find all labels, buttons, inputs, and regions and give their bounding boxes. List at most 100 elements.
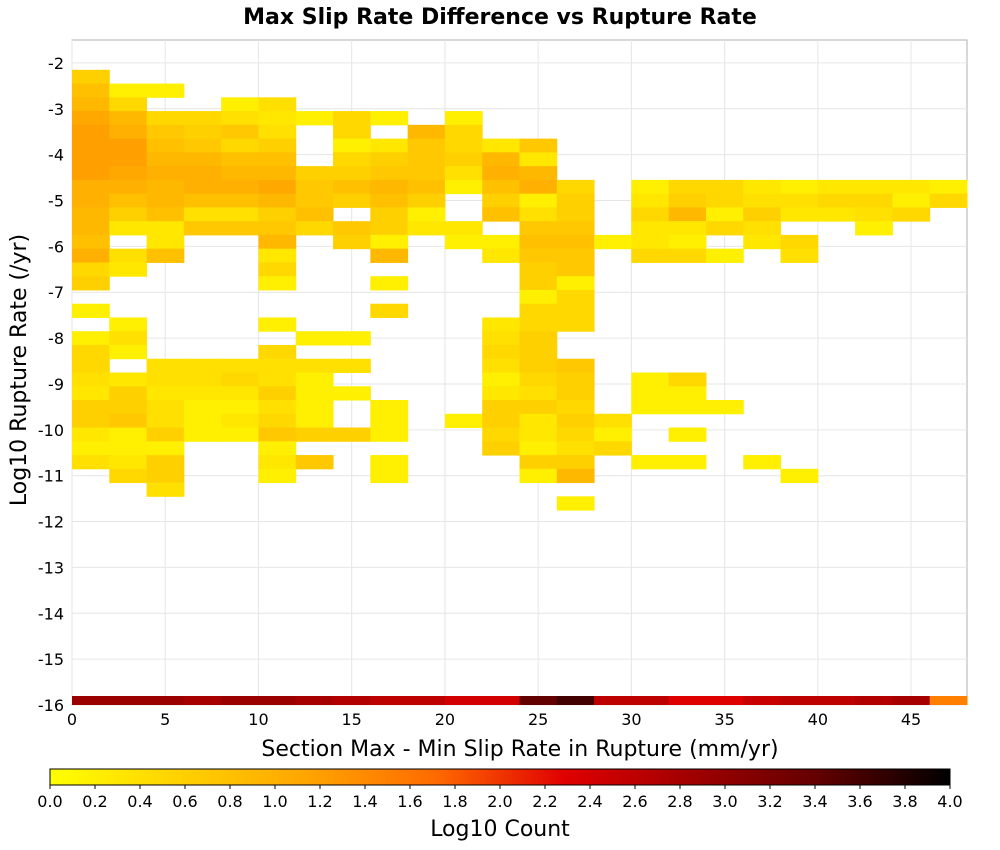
heatmap-cell: [370, 179, 409, 195]
heatmap-cell: [556, 234, 595, 250]
heatmap-cell: [631, 234, 670, 250]
heatmap-cell: [668, 455, 707, 470]
heatmap-cell: [519, 427, 558, 442]
heatmap-cell: [109, 111, 148, 126]
heatmap-cell: [258, 179, 297, 195]
heatmap-cell: [556, 496, 595, 511]
heatmap-cell: [705, 248, 744, 263]
heatmap-cell: [183, 152, 222, 167]
bottom-row-cell: [519, 696, 558, 705]
heatmap-cell: [258, 413, 297, 429]
y-tick-label: -5: [48, 192, 64, 211]
chart-title: Max Slip Rate Difference vs Rupture Rate: [243, 5, 757, 30]
heatmap-cell: [482, 193, 520, 208]
heatmap-cell: [109, 441, 148, 456]
heatmap-cell: [109, 248, 148, 263]
heatmap-cell: [444, 413, 483, 429]
heatmap-cell: [146, 455, 185, 470]
colorbar-tick-label: 2.6: [622, 792, 647, 811]
y-tick-label: -4: [48, 146, 64, 165]
bottom-row-cell: [146, 696, 185, 705]
heatmap-cell: [780, 179, 819, 195]
colorbar-tick-label: 1.2: [307, 792, 332, 811]
heatmap-cell: [146, 413, 185, 429]
heatmap-cell: [780, 248, 819, 263]
heatmap-cell: [221, 400, 259, 415]
heatmap-cell: [333, 234, 371, 250]
heatmap-cell: [295, 193, 334, 208]
heatmap-cell: [556, 441, 595, 456]
heatmap-cell: [519, 166, 558, 181]
heatmap-cell: [444, 111, 483, 126]
heatmap-cell: [370, 248, 409, 263]
heatmap-cell: [482, 372, 520, 387]
heatmap-cell: [72, 441, 110, 456]
heatmap-cell: [72, 166, 110, 181]
heatmap-cell: [258, 193, 297, 208]
heatmap-cell: [519, 331, 558, 346]
heatmap-cell: [72, 193, 110, 208]
heatmap-cell: [705, 179, 744, 195]
heatmap-cell: [444, 138, 483, 153]
heatmap-cell: [556, 427, 595, 442]
y-tick-label: -7: [48, 283, 64, 302]
heatmap-cell: [109, 344, 148, 360]
heatmap-cell: [109, 262, 148, 277]
heatmap-cell: [668, 193, 707, 208]
bottom-row-cell: [221, 696, 259, 705]
heatmap-cell: [519, 455, 558, 470]
heatmap-cell: [72, 455, 110, 470]
heatmap-cell: [892, 207, 931, 222]
heatmap-cell: [855, 179, 893, 195]
heatmap-cell: [556, 358, 595, 373]
heatmap-cell: [72, 221, 110, 236]
heatmap-cell: [743, 179, 782, 195]
heatmap-cell: [109, 97, 148, 112]
heatmap-cell: [444, 221, 483, 236]
heatmap-cell: [482, 344, 520, 360]
heatmap-cell: [258, 386, 297, 401]
heatmap-cell: [333, 221, 371, 236]
y-tick-label: -3: [48, 100, 64, 119]
heatmap-cell: [109, 427, 148, 442]
heatmap-cell: [668, 248, 707, 263]
colorbar-tick-label: 0.6: [172, 792, 197, 811]
heatmap-cell: [295, 427, 334, 442]
heatmap-cell: [72, 262, 110, 277]
bottom-row-cell: [407, 696, 446, 705]
heatmap-cell: [258, 276, 297, 291]
heatmap-cell: [668, 207, 707, 222]
bottom-row-cell: [594, 696, 632, 705]
colorbar-tick-label: 3.8: [892, 792, 917, 811]
heatmap-cell: [258, 344, 297, 360]
heatmap-cell: [221, 166, 259, 181]
heatmap-cell: [631, 372, 670, 387]
colorbar-tick-label: 3.0: [712, 792, 737, 811]
heatmap-cell: [929, 193, 968, 208]
heatmap-cell: [221, 179, 259, 195]
heatmap-cell: [146, 221, 185, 236]
bottom-row-cell: [892, 696, 931, 705]
heatmap-cell: [72, 152, 110, 167]
x-tick-label: 10: [248, 710, 268, 729]
x-tick-label: 5: [160, 710, 170, 729]
heatmap-cell: [183, 111, 222, 126]
heatmap-cell: [146, 468, 185, 484]
heatmap-cell: [109, 138, 148, 153]
heatmap-cell: [333, 152, 371, 167]
heatmap-cell: [221, 221, 259, 236]
heatmap-cell: [780, 234, 819, 250]
heatmap-cell: [556, 317, 595, 332]
heatmap-cell: [146, 152, 185, 167]
heatmap-cell: [258, 152, 297, 167]
heatmap-cell: [146, 427, 185, 442]
heatmap-cell: [407, 221, 446, 236]
heatmap-cell: [183, 386, 222, 401]
heatmap-cell: [146, 386, 185, 401]
heatmap-cell: [780, 207, 819, 222]
heatmap-cell: [183, 372, 222, 387]
bottom-row-cell: [482, 696, 520, 705]
heatmap-cell: [109, 221, 148, 236]
heatmap-cell: [519, 207, 558, 222]
